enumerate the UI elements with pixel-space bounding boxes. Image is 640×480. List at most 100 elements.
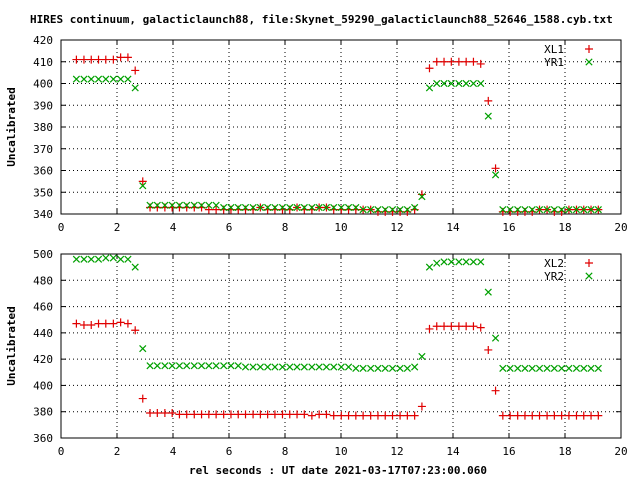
data-point-XL2: [285, 410, 294, 419]
data-point-YR1: [146, 201, 154, 209]
data-point-YR1: [227, 203, 235, 212]
data-point-XL2: [263, 410, 272, 419]
data-point-YR2: [205, 362, 213, 370]
data-point-XL1: [476, 59, 485, 68]
y-tick-label: 420: [33, 353, 53, 366]
legend-label: XL1: [544, 43, 564, 56]
data-point-YR2: [514, 364, 522, 372]
data-point-YR2: [352, 364, 360, 372]
data-point-XL1: [123, 53, 132, 62]
y-tick-label: 370: [33, 143, 53, 156]
legend-marker: [585, 58, 593, 66]
data-point-XL2: [359, 411, 368, 420]
legend-label: YR1: [544, 56, 564, 69]
data-point-XL2: [550, 411, 559, 420]
y-tick-label: 410: [33, 56, 53, 69]
y-tick-label: 380: [33, 121, 53, 134]
data-point-YR2: [455, 258, 463, 266]
data-point-XL1: [204, 205, 213, 214]
data-point-XL1: [212, 205, 221, 214]
data-point-YR2: [102, 254, 110, 262]
x-tick-label: 8: [282, 445, 289, 458]
data-point-YR1: [190, 201, 198, 209]
x-tick-label: 10: [334, 221, 347, 234]
legend-label: XL2: [544, 257, 564, 270]
data-point-XL2: [153, 409, 162, 418]
data-point-XL2: [212, 410, 221, 419]
data-point-YR2: [271, 363, 279, 371]
data-point-XL1: [94, 55, 103, 64]
data-point-XL1: [491, 164, 500, 173]
x-tick-label: 2: [114, 221, 121, 234]
data-point-YR2: [440, 258, 448, 266]
x-tick-label: 20: [614, 221, 627, 234]
data-point-YR2: [506, 364, 514, 372]
x-tick-label: 20: [614, 445, 627, 458]
data-point-YR2: [293, 363, 301, 371]
data-point-YR2: [168, 362, 176, 370]
data-point-XL2: [94, 319, 103, 328]
data-point-XL2: [168, 409, 177, 418]
data-point-YR2: [403, 364, 411, 372]
data-point-XL2: [79, 320, 88, 329]
data-point-XL2: [351, 411, 360, 420]
data-point-YR1: [447, 79, 455, 88]
y-tick-label: 500: [33, 248, 53, 261]
x-tick-label: 16: [502, 445, 515, 458]
data-point-YR2: [264, 363, 272, 371]
data-point-YR1: [161, 201, 169, 209]
y-tick-label: 390: [33, 99, 53, 112]
data-point-YR1: [469, 79, 478, 88]
data-point-YR2: [131, 263, 139, 271]
data-point-YR1: [543, 206, 551, 214]
data-point-XL2: [594, 411, 603, 420]
data-point-YR2: [234, 362, 242, 370]
data-point-XL2: [462, 322, 471, 331]
data-point-XL1: [432, 57, 441, 66]
data-point-YR1: [535, 206, 544, 214]
data-point-YR2: [286, 363, 294, 371]
data-point-YR1: [550, 206, 558, 214]
data-point-YR2: [587, 364, 595, 372]
x-tick-label: 6: [226, 445, 233, 458]
data-point-XL1: [87, 55, 96, 64]
data-point-XL2: [476, 323, 485, 332]
y-tick-label: 400: [33, 78, 53, 91]
data-point-YR2: [227, 362, 235, 370]
data-point-YR1: [580, 206, 588, 214]
y-tick-label: 360: [33, 432, 53, 445]
data-point-XL2: [315, 410, 324, 419]
data-point-XL2: [234, 410, 243, 419]
data-point-YR1: [388, 206, 397, 214]
x-tick-label: 0: [58, 445, 65, 458]
data-point-XL2: [322, 410, 331, 419]
data-point-XL1: [79, 55, 88, 64]
data-point-YR2: [433, 259, 441, 267]
data-point-XL2: [381, 411, 390, 420]
data-point-XL2: [454, 322, 463, 331]
data-point-YR1: [587, 206, 595, 214]
data-point-YR1: [80, 75, 88, 83]
data-point-XL2: [579, 411, 588, 420]
data-point-XL2: [520, 411, 529, 420]
data-point-XL2: [528, 411, 537, 420]
data-point-YR2: [161, 362, 169, 370]
data-point-YR1: [205, 201, 213, 209]
data-point-XL2: [557, 411, 566, 420]
data-point-YR1: [139, 182, 147, 190]
data-point-YR2: [146, 362, 154, 370]
data-point-YR2: [528, 364, 536, 372]
data-point-XL2: [101, 319, 110, 328]
x-tick-label: 12: [390, 445, 403, 458]
data-point-YR2: [153, 362, 161, 370]
data-point-YR1: [131, 84, 139, 92]
data-point-YR1: [220, 203, 228, 212]
data-point-YR2: [535, 364, 544, 372]
data-point-YR1: [308, 203, 316, 212]
y-tick-label: 460: [33, 301, 53, 314]
y-axis-label: Uncalibrated: [5, 306, 18, 385]
data-point-YR1: [440, 79, 448, 88]
data-point-YR1: [367, 206, 375, 214]
legend-marker: [585, 259, 593, 267]
y-tick-label: 400: [33, 379, 53, 392]
